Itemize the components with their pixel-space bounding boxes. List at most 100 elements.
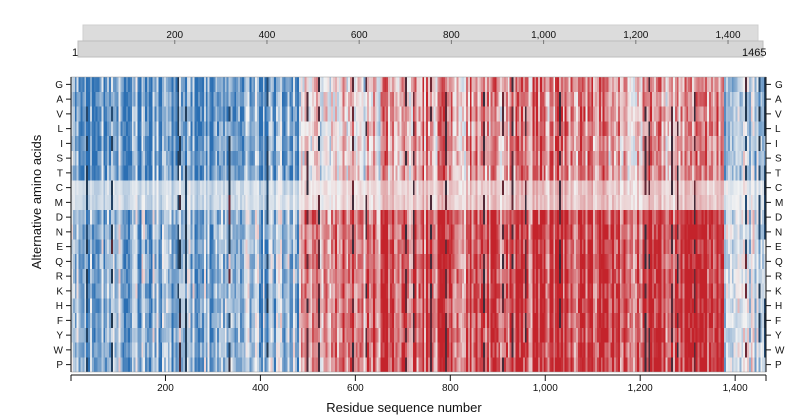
heatmap-cell[interactable] — [513, 327, 516, 343]
heatmap-cell[interactable] — [152, 283, 155, 299]
heatmap-cell[interactable] — [103, 209, 106, 225]
heatmap-cell[interactable] — [230, 136, 233, 151]
heatmap-cell[interactable] — [524, 298, 528, 314]
heatmap-cell[interactable] — [399, 180, 402, 196]
heatmap-cell[interactable] — [395, 195, 399, 210]
heatmap-cell[interactable] — [241, 150, 245, 166]
heatmap-cell[interactable] — [173, 121, 176, 137]
heatmap-cell[interactable] — [164, 180, 167, 196]
heatmap-cell[interactable] — [154, 239, 157, 255]
heatmap-cell[interactable] — [540, 342, 543, 358]
heatmap-cell[interactable] — [183, 239, 186, 255]
heatmap-cell[interactable] — [154, 136, 157, 151]
heatmap-cell[interactable] — [171, 180, 174, 196]
heatmap-cell[interactable] — [462, 224, 465, 240]
heatmap-cell[interactable] — [139, 180, 142, 196]
heatmap-cell[interactable] — [221, 283, 224, 299]
heatmap-cell[interactable] — [431, 298, 435, 314]
heatmap-cell[interactable] — [513, 224, 516, 240]
heatmap-cell[interactable] — [158, 268, 161, 284]
heatmap-cell[interactable] — [162, 283, 165, 299]
heatmap-cell[interactable] — [359, 150, 362, 166]
heatmap-cell[interactable] — [219, 209, 222, 225]
heatmap-cell[interactable] — [431, 357, 435, 373]
heatmap-cell[interactable] — [143, 195, 146, 210]
heatmap-cell[interactable] — [374, 313, 378, 328]
heatmap-cell[interactable] — [409, 180, 412, 196]
heatmap-cell[interactable] — [336, 357, 340, 373]
heatmap-cell[interactable] — [391, 91, 395, 107]
heatmap-cell[interactable] — [503, 342, 507, 358]
heatmap-cell[interactable] — [120, 298, 123, 314]
heatmap-cell[interactable] — [202, 150, 205, 166]
heatmap-cell[interactable] — [492, 268, 495, 284]
heatmap-cell[interactable] — [291, 298, 294, 314]
heatmap-cell[interactable] — [272, 121, 275, 137]
heatmap-cell[interactable] — [228, 224, 231, 240]
heatmap-cell[interactable] — [300, 357, 304, 373]
heatmap-cell[interactable] — [511, 91, 514, 107]
heatmap-cell[interactable] — [371, 209, 374, 225]
heatmap-cell[interactable] — [108, 121, 112, 137]
heatmap-cell[interactable] — [122, 327, 125, 343]
heatmap-cell[interactable] — [160, 136, 163, 151]
heatmap-cell[interactable] — [517, 165, 520, 181]
heatmap-cell[interactable] — [74, 283, 78, 299]
heatmap-cell[interactable] — [509, 327, 512, 343]
heatmap-cell[interactable] — [388, 298, 391, 314]
heatmap-cell[interactable] — [498, 165, 501, 181]
heatmap-cell[interactable] — [395, 224, 399, 240]
heatmap-cell[interactable] — [296, 121, 300, 137]
heatmap-cell[interactable] — [331, 121, 334, 137]
heatmap-cell[interactable] — [405, 357, 408, 373]
heatmap-cell[interactable] — [352, 357, 355, 373]
heatmap-cell[interactable] — [103, 298, 106, 314]
heatmap-cell[interactable] — [469, 77, 473, 92]
heatmap-cell[interactable] — [327, 357, 330, 373]
heatmap-cell[interactable] — [205, 342, 209, 358]
heatmap-cell[interactable] — [295, 298, 298, 314]
heatmap-cell[interactable] — [164, 136, 167, 151]
heatmap-cell[interactable] — [296, 327, 300, 343]
heatmap-cell[interactable] — [513, 106, 516, 122]
heatmap-cell[interactable] — [314, 209, 317, 225]
heatmap-cell[interactable] — [403, 209, 406, 225]
heatmap-cell[interactable] — [258, 224, 262, 240]
heatmap-cell[interactable] — [236, 268, 239, 284]
heatmap-cell[interactable] — [540, 121, 543, 137]
heatmap-cell[interactable] — [348, 313, 351, 328]
heatmap-cell[interactable] — [196, 313, 199, 328]
heatmap-cell[interactable] — [224, 180, 228, 196]
heatmap-cell[interactable] — [276, 136, 279, 151]
heatmap-cell[interactable] — [467, 91, 471, 107]
heatmap-cell[interactable] — [145, 298, 148, 314]
heatmap-cell[interactable] — [133, 283, 136, 299]
heatmap-cell[interactable] — [266, 313, 269, 328]
heatmap-cell[interactable] — [293, 268, 296, 284]
heatmap-cell[interactable] — [160, 121, 163, 137]
heatmap-cell[interactable] — [304, 254, 307, 269]
heatmap-cell[interactable] — [177, 357, 180, 373]
heatmap-cell[interactable] — [538, 91, 541, 107]
heatmap-cell[interactable] — [490, 150, 493, 166]
heatmap-cell[interactable] — [445, 342, 448, 358]
heatmap-cell[interactable] — [211, 268, 214, 284]
heatmap-cell[interactable] — [74, 313, 78, 328]
heatmap-cell[interactable] — [221, 327, 224, 343]
heatmap-cell[interactable] — [427, 313, 431, 328]
heatmap-cell[interactable] — [540, 150, 543, 166]
heatmap-cell[interactable] — [359, 165, 362, 181]
heatmap-cell[interactable] — [183, 342, 186, 358]
heatmap-cell[interactable] — [154, 268, 157, 284]
heatmap-cell[interactable] — [435, 150, 438, 166]
heatmap-cell[interactable] — [367, 268, 370, 284]
heatmap-cell[interactable] — [245, 342, 248, 358]
heatmap-cell[interactable] — [285, 357, 288, 373]
heatmap-cell[interactable] — [268, 313, 271, 328]
heatmap-cell[interactable] — [306, 268, 309, 284]
heatmap-cell[interactable] — [355, 313, 359, 328]
heatmap-cell[interactable] — [427, 180, 431, 196]
heatmap-cell[interactable] — [541, 298, 545, 314]
heatmap-cell[interactable] — [279, 106, 283, 122]
heatmap-cell[interactable] — [139, 224, 142, 240]
